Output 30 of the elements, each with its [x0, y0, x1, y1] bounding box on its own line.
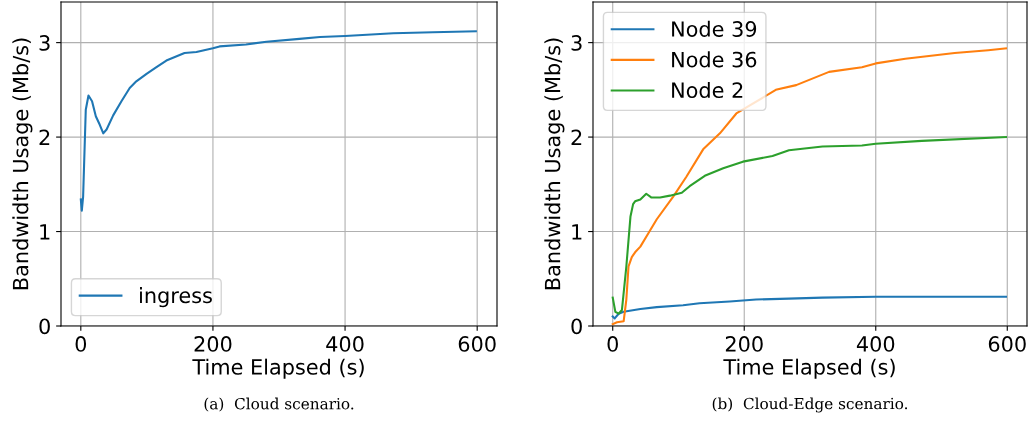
- y-tick-label: 1: [40, 224, 50, 240]
- x-tick-label: 0: [75, 336, 87, 352]
- y-tick-label: 3: [571, 35, 582, 51]
- y-axis-title: Bandwidth Usage (Mb/s): [12, 38, 33, 290]
- x-tick-label: 600: [458, 336, 496, 352]
- legend-label: ingress: [140, 287, 212, 308]
- y-tick-label: 1: [572, 224, 582, 240]
- legend-label: Node 2: [672, 81, 743, 99]
- text: (a) Cloud scenario.: [204, 397, 354, 412]
- x-tick-label: 400: [856, 336, 895, 352]
- line-series: [611, 136, 1007, 315]
- legend-label: Node 39: [672, 20, 757, 37]
- x-tick-label: 200: [194, 336, 232, 352]
- x-tick-label: 200: [725, 336, 763, 352]
- text: (b) Cloud-Edge scenario.: [712, 397, 908, 413]
- y-tick-label: 2: [39, 129, 50, 145]
- x-tick-label: 400: [326, 336, 364, 352]
- y-tick-label: 0: [571, 318, 582, 335]
- y-tick-label: 3: [39, 35, 50, 51]
- x-axis-title: Time Elapsed (s): [723, 358, 895, 379]
- legend-label: Node 36: [672, 51, 757, 68]
- x-tick-label: 600: [988, 336, 1026, 352]
- y-axis-title: Bandwidth Usage (Mb/s): [544, 38, 565, 290]
- y-tick-label: 0: [39, 318, 50, 335]
- line-series: [611, 47, 1007, 326]
- line-series: [611, 295, 1007, 320]
- line-series: [79, 30, 477, 212]
- x-axis-title: Time Elapsed (s): [192, 358, 364, 379]
- x-tick-label: 0: [607, 336, 618, 352]
- y-tick-label: 2: [571, 129, 582, 145]
